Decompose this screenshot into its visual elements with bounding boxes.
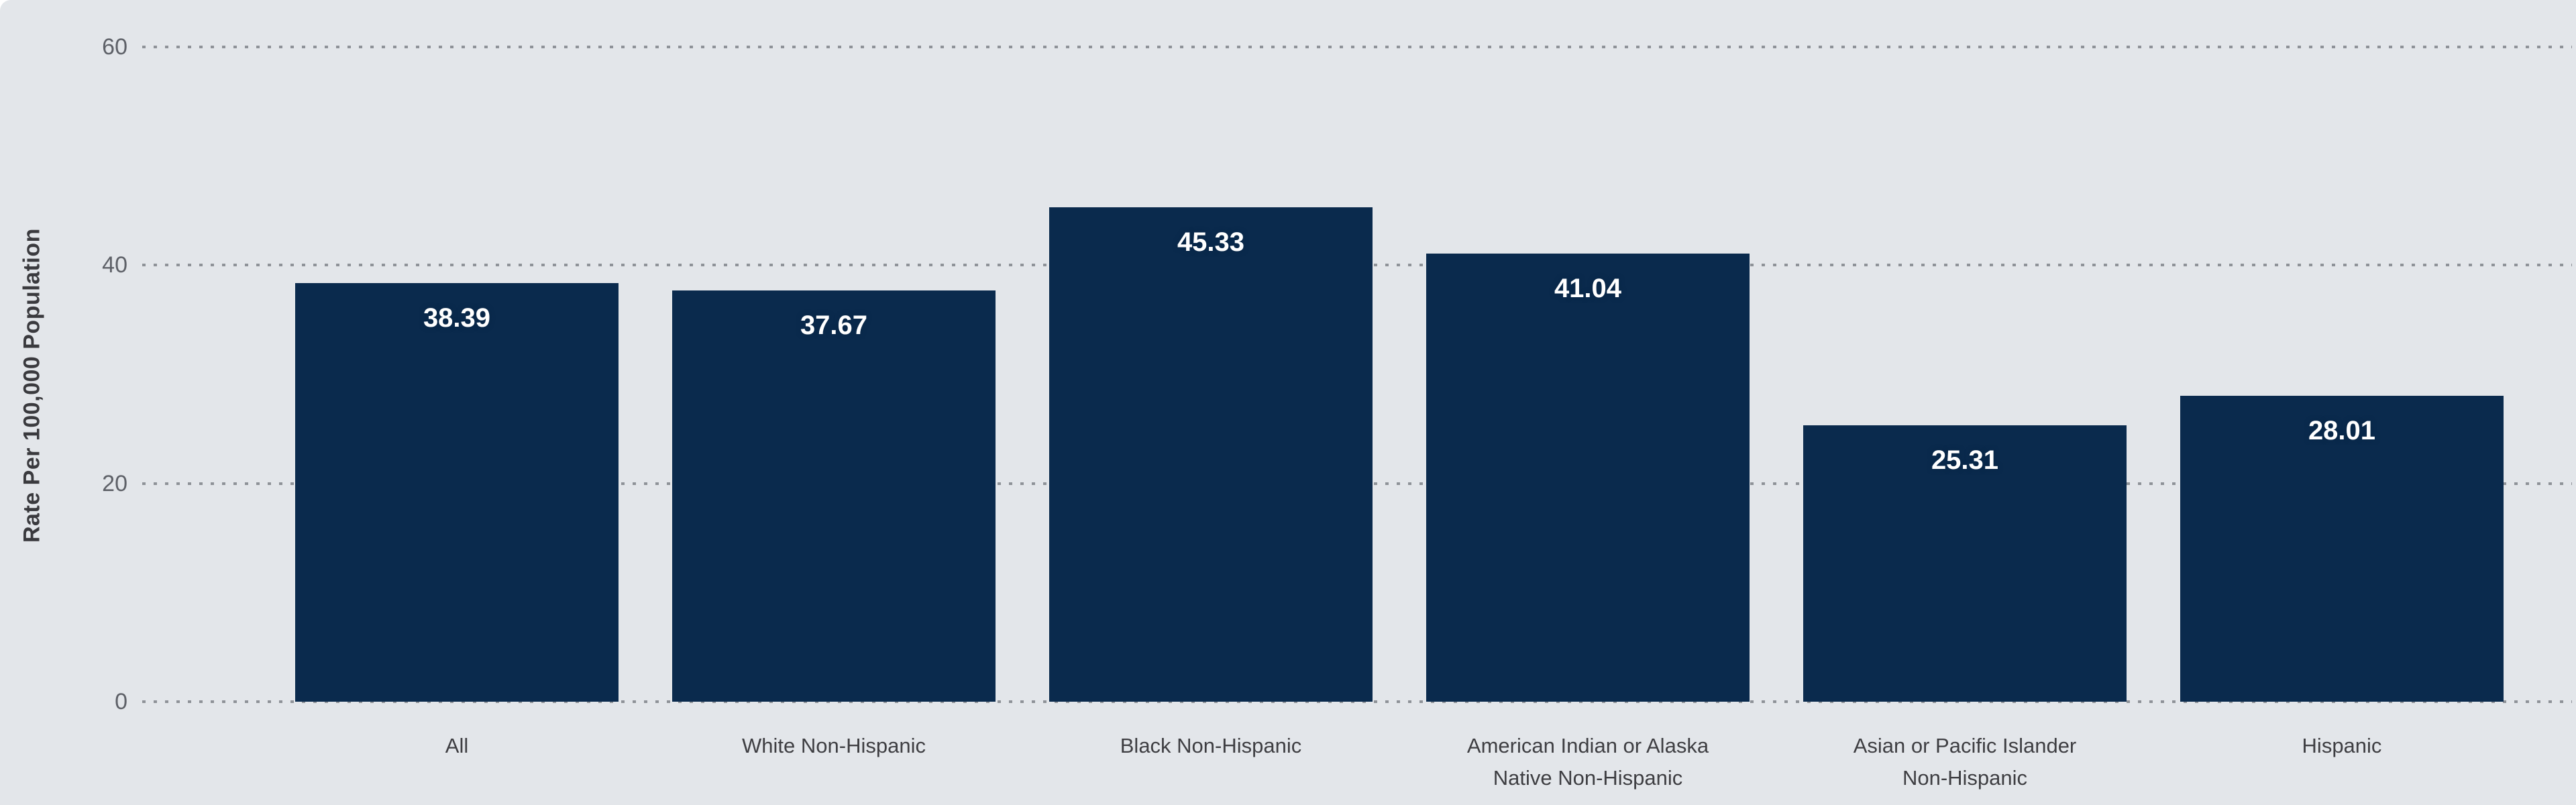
bar[interactable]: [1426, 254, 1750, 702]
y-axis-title: Rate Per 100,000 Population: [19, 228, 45, 543]
bar[interactable]: [1803, 425, 2127, 702]
y-axis-tick-label: 60: [102, 34, 127, 60]
bar-value-label: 25.31: [1931, 445, 1999, 476]
bar-value-label: 38.39: [423, 303, 491, 333]
y-axis-tick-label: 40: [102, 252, 127, 278]
x-axis-category-label: Asian or Pacific Islander Non-Hispanic: [1853, 734, 2077, 790]
bar-value-label: 41.04: [1554, 274, 1622, 304]
gridline-y0: [142, 700, 2572, 703]
bar-value-label: 28.01: [2308, 416, 2376, 446]
x-axis-category-label: All: [445, 734, 469, 757]
x-axis-category-label: American Indian or Alaska Native Non-His…: [1466, 734, 1709, 790]
x-axis-category-label: White Non-Hispanic: [742, 734, 926, 757]
bar[interactable]: [1049, 207, 1373, 702]
bar-value-label: 37.67: [800, 311, 868, 341]
gridline-y60: [142, 46, 2572, 48]
bar-value-label: 45.33: [1177, 227, 1245, 257]
y-axis-tick-label: 20: [102, 470, 127, 496]
bar[interactable]: [672, 290, 996, 702]
x-axis-category-label: Black Non-Hispanic: [1120, 734, 1302, 757]
x-axis-category-label: Hispanic: [2302, 734, 2382, 757]
bar[interactable]: [295, 282, 619, 702]
bar[interactable]: [2180, 396, 2504, 702]
y-axis-tick-label: 0: [115, 689, 127, 714]
